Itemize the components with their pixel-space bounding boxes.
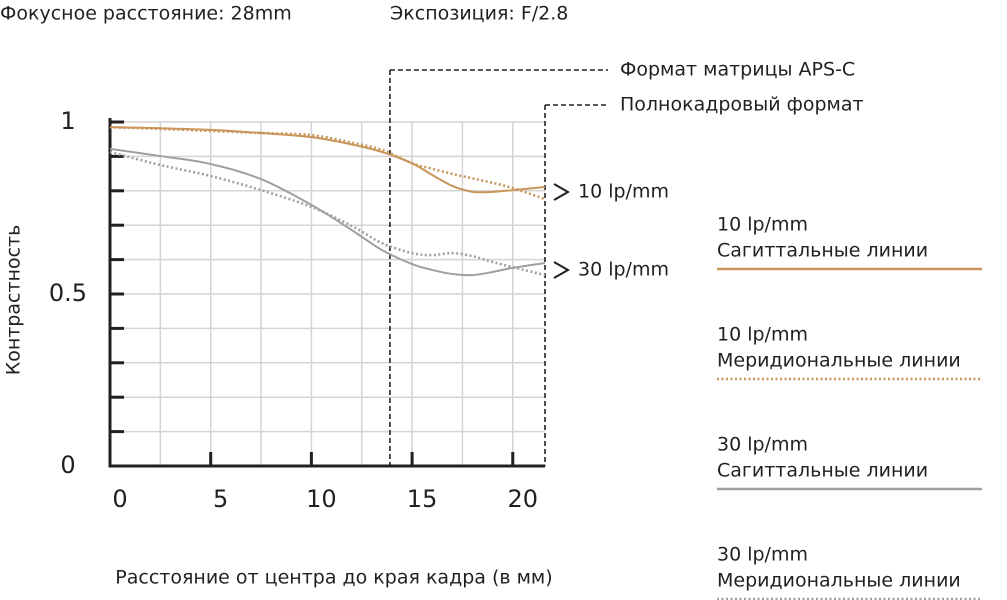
legend-group: 10 lp/mm (717, 214, 808, 236)
line-group-label: 30 lp/mm (578, 259, 669, 281)
legend-group: 10 lp/mm (717, 324, 808, 346)
legend-group: 30 lp/mm (717, 434, 808, 456)
x-tick-label: 10 (306, 485, 337, 513)
legend-name: Меридиональные линии (717, 350, 961, 372)
x-axis-label: Расстояние от центра до края кадра (в мм… (115, 567, 552, 589)
legend-name: Меридиональные линии (717, 570, 961, 592)
legend-group: 30 lp/mm (717, 544, 808, 566)
x-tick-label: 0 (112, 485, 127, 513)
legend-name: Сагиттальные линии (717, 460, 928, 482)
series-line (109, 147, 546, 277)
y-tick-label: 0.5 (49, 279, 87, 307)
x-tick-label: 5 (213, 485, 228, 513)
marker-label: Формат матрицы APS-C (620, 59, 855, 81)
header-focal: Фокусное расстояние: 28mm (0, 3, 292, 25)
series-line (109, 150, 546, 277)
label-arrow (553, 261, 571, 279)
line-group-label: 10 lp/mm (578, 181, 669, 203)
series-line (109, 125, 546, 201)
y-tick-label: 0 (60, 451, 75, 479)
header-aperture: Экспозиция: F/2.8 (390, 3, 568, 25)
marker-label: Полнокадровый формат (620, 94, 864, 116)
label-arrow (553, 183, 571, 201)
x-tick-label: 20 (508, 485, 539, 513)
y-tick-label: 1 (60, 107, 75, 135)
y-axis-label: Контрастность (3, 225, 25, 376)
legend-name: Сагиттальные линии (717, 240, 928, 262)
x-tick-label: 15 (407, 485, 438, 513)
